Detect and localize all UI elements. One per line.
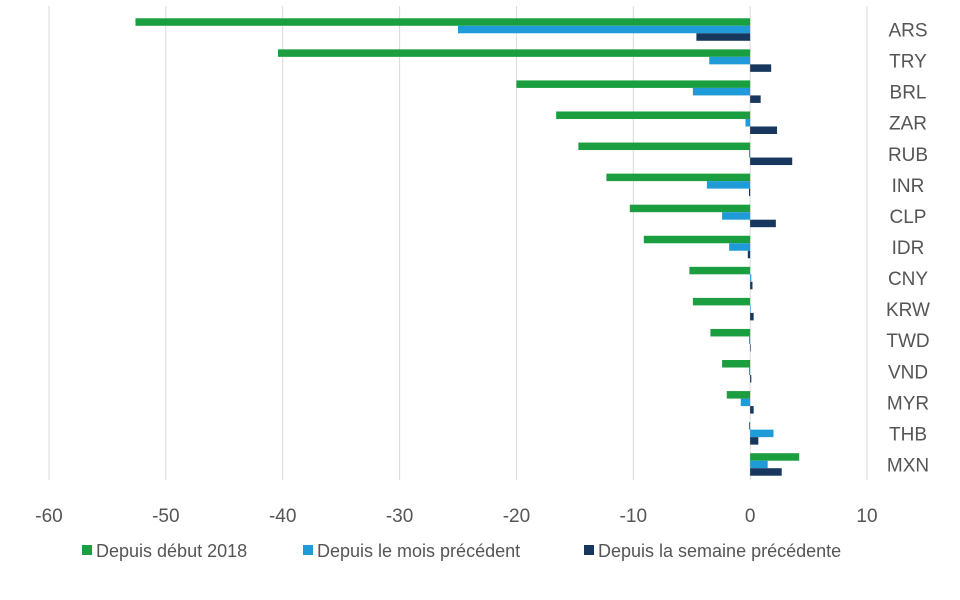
- x-tick-label: 10: [856, 506, 877, 527]
- legend-swatch: [303, 545, 313, 555]
- bar-twd-series-3: [750, 343, 751, 352]
- bar-brl-series-1: [516, 80, 751, 88]
- bar-zar-series-1: [556, 111, 751, 119]
- bar-myr-series-2: [740, 398, 751, 407]
- legend-label: Depuis le mois précédent: [317, 541, 520, 561]
- bar-vnd-series-3: [750, 375, 752, 383]
- bar-thb-series-2: [750, 429, 774, 438]
- category-label: RUB: [888, 145, 928, 166]
- bar-zar-series-3: [750, 126, 778, 134]
- category-label: VND: [888, 362, 928, 383]
- bar-vnd-series-2: [748, 367, 751, 376]
- bar-brl-series-3: [750, 95, 761, 103]
- bar-krw-series-1: [692, 297, 751, 306]
- bar-cny-series-2: [750, 274, 752, 282]
- category-label: TRY: [889, 52, 927, 73]
- category-label: ZAR: [889, 114, 927, 135]
- bar-rub-series-2: [748, 150, 751, 158]
- category-label: BRL: [890, 83, 927, 104]
- x-tick-label: -50: [152, 506, 179, 527]
- legend-swatch: [82, 545, 92, 555]
- bar-clp-series-2: [722, 212, 751, 220]
- x-axis: -60 -50 -40 -30 -20 -10 0 10: [35, 506, 877, 527]
- x-tick-label: -30: [386, 506, 413, 527]
- x-tick-label: -20: [503, 506, 530, 527]
- bar-twd-series-1: [710, 328, 751, 337]
- bar-cny-series-1: [689, 266, 751, 275]
- legend-swatch: [584, 545, 594, 555]
- bar-ars-series-2: [458, 25, 751, 34]
- category-label: ARS: [888, 21, 927, 42]
- bar-mxn-series-1: [750, 453, 800, 461]
- category-label: CNY: [888, 269, 928, 290]
- legend: Depuis début 2018 Depuis le mois précéden…: [82, 541, 841, 561]
- bar-try-series-2: [709, 56, 751, 65]
- bar-inr-series-1: [606, 173, 751, 182]
- bar-twd-series-2: [748, 336, 751, 344]
- legend-label: Depuis la semaine précédente: [598, 541, 841, 561]
- bar-idr-series-1: [643, 235, 751, 244]
- x-tick-label: -10: [620, 506, 647, 527]
- bar-try-series-3: [750, 64, 772, 72]
- category-label: INR: [892, 176, 925, 197]
- bar-krw-series-3: [750, 312, 754, 321]
- bar-zar-series-2: [745, 118, 751, 127]
- category-label: MYR: [887, 393, 929, 414]
- bar-thb-series-1: [748, 422, 751, 430]
- chart-bars: [135, 18, 800, 476]
- bar-inr-series-2: [706, 181, 751, 189]
- bar-rub-series-1: [578, 142, 751, 151]
- category-label: THB: [889, 424, 927, 445]
- category-label: KRW: [886, 300, 930, 321]
- bar-ars-series-3: [696, 33, 751, 41]
- x-tick-label: -40: [269, 506, 296, 527]
- bar-brl-series-2: [692, 87, 751, 96]
- x-tick-label: -60: [35, 506, 62, 527]
- category-label: IDR: [892, 238, 925, 259]
- bar-myr-series-1: [726, 391, 751, 399]
- category-label: CLP: [890, 207, 927, 228]
- category-label: TWD: [886, 331, 929, 352]
- bar-myr-series-3: [750, 406, 754, 414]
- bar-ars-series-1: [135, 18, 751, 26]
- bar-mxn-series-2: [750, 460, 768, 469]
- x-tick-label: 0: [745, 506, 756, 527]
- bar-cny-series-3: [750, 281, 753, 290]
- category-label: MXN: [887, 455, 929, 476]
- bar-thb-series-3: [750, 437, 759, 445]
- bar-idr-series-2: [729, 243, 751, 251]
- bar-krw-series-2: [750, 305, 751, 313]
- bar-vnd-series-1: [722, 360, 751, 368]
- bar-clp-series-3: [750, 219, 776, 228]
- legend-label: Depuis début 2018: [96, 541, 247, 561]
- category-labels: ARS TRY BRL ZAR RUB INR CLP IDR CNY KRW TWD VND MYR T…: [886, 21, 930, 477]
- bar-inr-series-3: [748, 188, 751, 197]
- bar-try-series-1: [278, 49, 751, 57]
- bar-mxn-series-3: [750, 468, 782, 476]
- bar-rub-series-3: [750, 157, 793, 166]
- bar-idr-series-3: [747, 250, 751, 259]
- bar-clp-series-1: [629, 204, 751, 213]
